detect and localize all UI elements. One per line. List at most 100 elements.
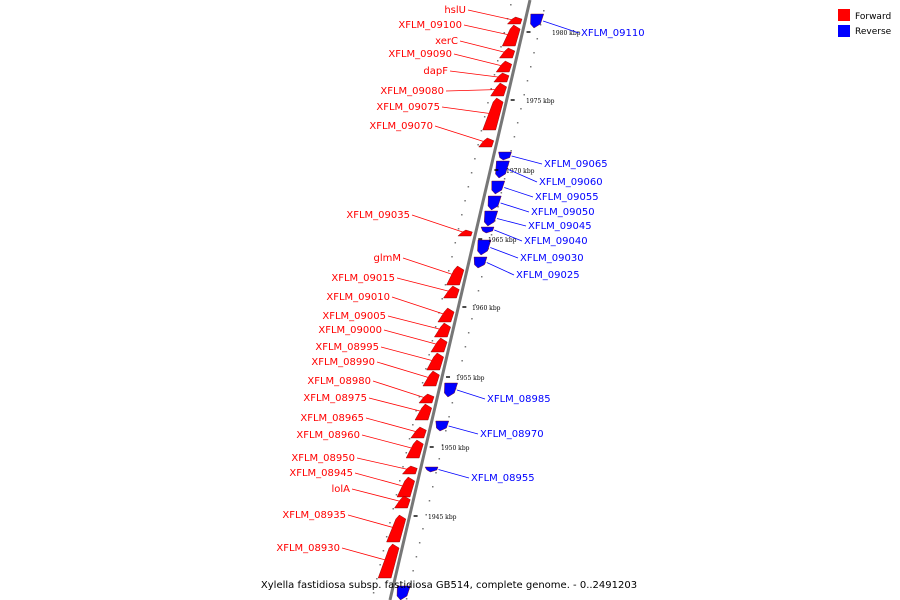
axis-dot xyxy=(389,522,391,524)
gene-label-xflm-08985: XFLM_08985 xyxy=(487,394,551,405)
reverse-gene-block-xflm-09055 xyxy=(491,180,506,195)
gene-label-xflm-09040: XFLM_09040 xyxy=(524,236,588,247)
axis-dot xyxy=(474,304,476,306)
axis-dot xyxy=(510,150,512,152)
axis-dot xyxy=(392,508,394,510)
axis-dot xyxy=(428,500,431,502)
leader-line xyxy=(341,547,390,562)
axis-dot xyxy=(441,444,444,446)
leader-line xyxy=(351,488,403,503)
gene-label-xflm-08990: XFLM_08990 xyxy=(311,357,375,368)
axis-dot xyxy=(467,186,470,188)
leader-line xyxy=(354,472,407,488)
gene-label-xflm-09080: XFLM_09080 xyxy=(380,86,444,97)
leader-line xyxy=(486,262,515,276)
tick-label: 1955 kbp xyxy=(456,375,485,382)
axis-dot xyxy=(376,578,378,580)
gene-label-xflm-09075: XFLM_09075 xyxy=(376,102,440,113)
tick-label: 1970 kbp xyxy=(506,168,535,175)
gene-label-lola: lolA xyxy=(331,484,350,495)
gene-labels: hslU XFLM_09100 xerC XFLM_09090 dapF XFLM_090… xyxy=(276,5,644,554)
leader-line xyxy=(387,315,444,331)
reverse-gene-block-xflm-09030 xyxy=(477,239,492,256)
axis-dot xyxy=(477,144,479,146)
axis-dot xyxy=(425,514,427,516)
gene-label-xflm-08970: XFLM_08970 xyxy=(480,429,544,440)
leader-line xyxy=(504,187,534,198)
axis-dot xyxy=(510,4,512,6)
leader-line xyxy=(376,361,432,379)
legend-reverse-label: Reverse xyxy=(855,27,892,37)
axis-dot xyxy=(428,354,430,356)
gene-label-xflm-08965: XFLM_08965 xyxy=(300,413,364,424)
leader-line xyxy=(396,277,452,293)
gene-label-xflm-09055: XFLM_09055 xyxy=(535,192,599,203)
axis-dot xyxy=(461,360,463,362)
axis-dot xyxy=(490,234,493,236)
axis-dot xyxy=(490,88,492,90)
gene-label-xflm-09030: XFLM_09030 xyxy=(520,253,584,264)
axis-dot xyxy=(523,94,525,96)
axis-dot xyxy=(444,284,447,286)
axis-dot xyxy=(385,536,388,538)
leader-line xyxy=(368,397,424,413)
leader-line xyxy=(445,89,500,92)
axis-dot xyxy=(451,256,453,258)
gene-label-xflm-09110: XFLM_09110 xyxy=(581,28,645,39)
tick-label: 1945 kbp xyxy=(428,514,457,521)
axis-dot xyxy=(431,340,434,342)
scale-ticks: 1980 kbp 1975 kbp 1970 kbp 1965 kbp 1960 kbp… xyxy=(413,30,581,521)
gene-label-xflm-09050: XFLM_09050 xyxy=(531,207,595,218)
axis-dot xyxy=(438,458,441,460)
axis-dot xyxy=(487,102,489,104)
axis-dot xyxy=(543,10,545,12)
gene-label-xflm-09100: XFLM_09100 xyxy=(398,20,462,31)
gene-label-xflm-08960: XFLM_08960 xyxy=(296,430,360,441)
genome-axis xyxy=(388,0,532,600)
reverse-gene-block-xflm-09040 xyxy=(480,226,495,234)
axis-dot xyxy=(445,430,447,432)
gene-label-xflm-08995: XFLM_08995 xyxy=(315,342,379,353)
axis-dot xyxy=(474,158,476,160)
gene-label-xflm-09010: XFLM_09010 xyxy=(326,292,390,303)
axis-dot xyxy=(471,318,473,320)
gene-label-xflm-09045: XFLM_09045 xyxy=(528,221,592,232)
gene-label-xflm-09005: XFLM_09005 xyxy=(322,311,386,322)
axis-dot xyxy=(435,472,437,474)
axis-dot xyxy=(395,494,398,496)
gene-label-xflm-08945: XFLM_08945 xyxy=(289,468,353,479)
axis-dot xyxy=(464,346,467,348)
axis-dot xyxy=(493,74,496,76)
reverse-gene-block-xflm-08970 xyxy=(435,420,450,432)
tick-label: 1950 kbp xyxy=(441,445,470,452)
axis-dot xyxy=(399,480,401,482)
genome-caption: Xylella fastidiosa subsp. fastidiosa GB5… xyxy=(261,580,637,591)
gene-label-hslu: hslU xyxy=(444,5,466,16)
legend: Forward Reverse xyxy=(838,9,892,37)
axis-dot xyxy=(467,332,470,334)
axis-dot xyxy=(464,200,466,202)
leader-line xyxy=(500,202,530,213)
axis-dot xyxy=(526,80,529,82)
axis-dot xyxy=(405,598,408,600)
leader-line xyxy=(496,218,527,227)
gene-label-xflm-09000: XFLM_09000 xyxy=(318,325,382,336)
axis-dot xyxy=(382,550,385,552)
tick-label: 1960 kbp xyxy=(472,305,501,312)
leader-line xyxy=(438,469,470,479)
leader-line xyxy=(448,425,479,435)
axis-dot xyxy=(402,466,404,468)
leader-line xyxy=(463,24,512,36)
gene-label-xflm-09070: XFLM_09070 xyxy=(369,121,433,132)
gene-label-xflm-09065: XFLM_09065 xyxy=(544,159,608,170)
axis-dot xyxy=(483,116,486,118)
leader-line xyxy=(490,247,519,259)
axis-dot xyxy=(503,178,506,180)
axis-dot xyxy=(513,136,516,138)
axis-dot xyxy=(457,228,460,230)
reverse-gene-blocks xyxy=(396,13,545,600)
axis-dot xyxy=(448,270,450,272)
leader-line xyxy=(542,20,580,34)
leader-line xyxy=(380,346,436,362)
axis-dot xyxy=(458,374,460,376)
